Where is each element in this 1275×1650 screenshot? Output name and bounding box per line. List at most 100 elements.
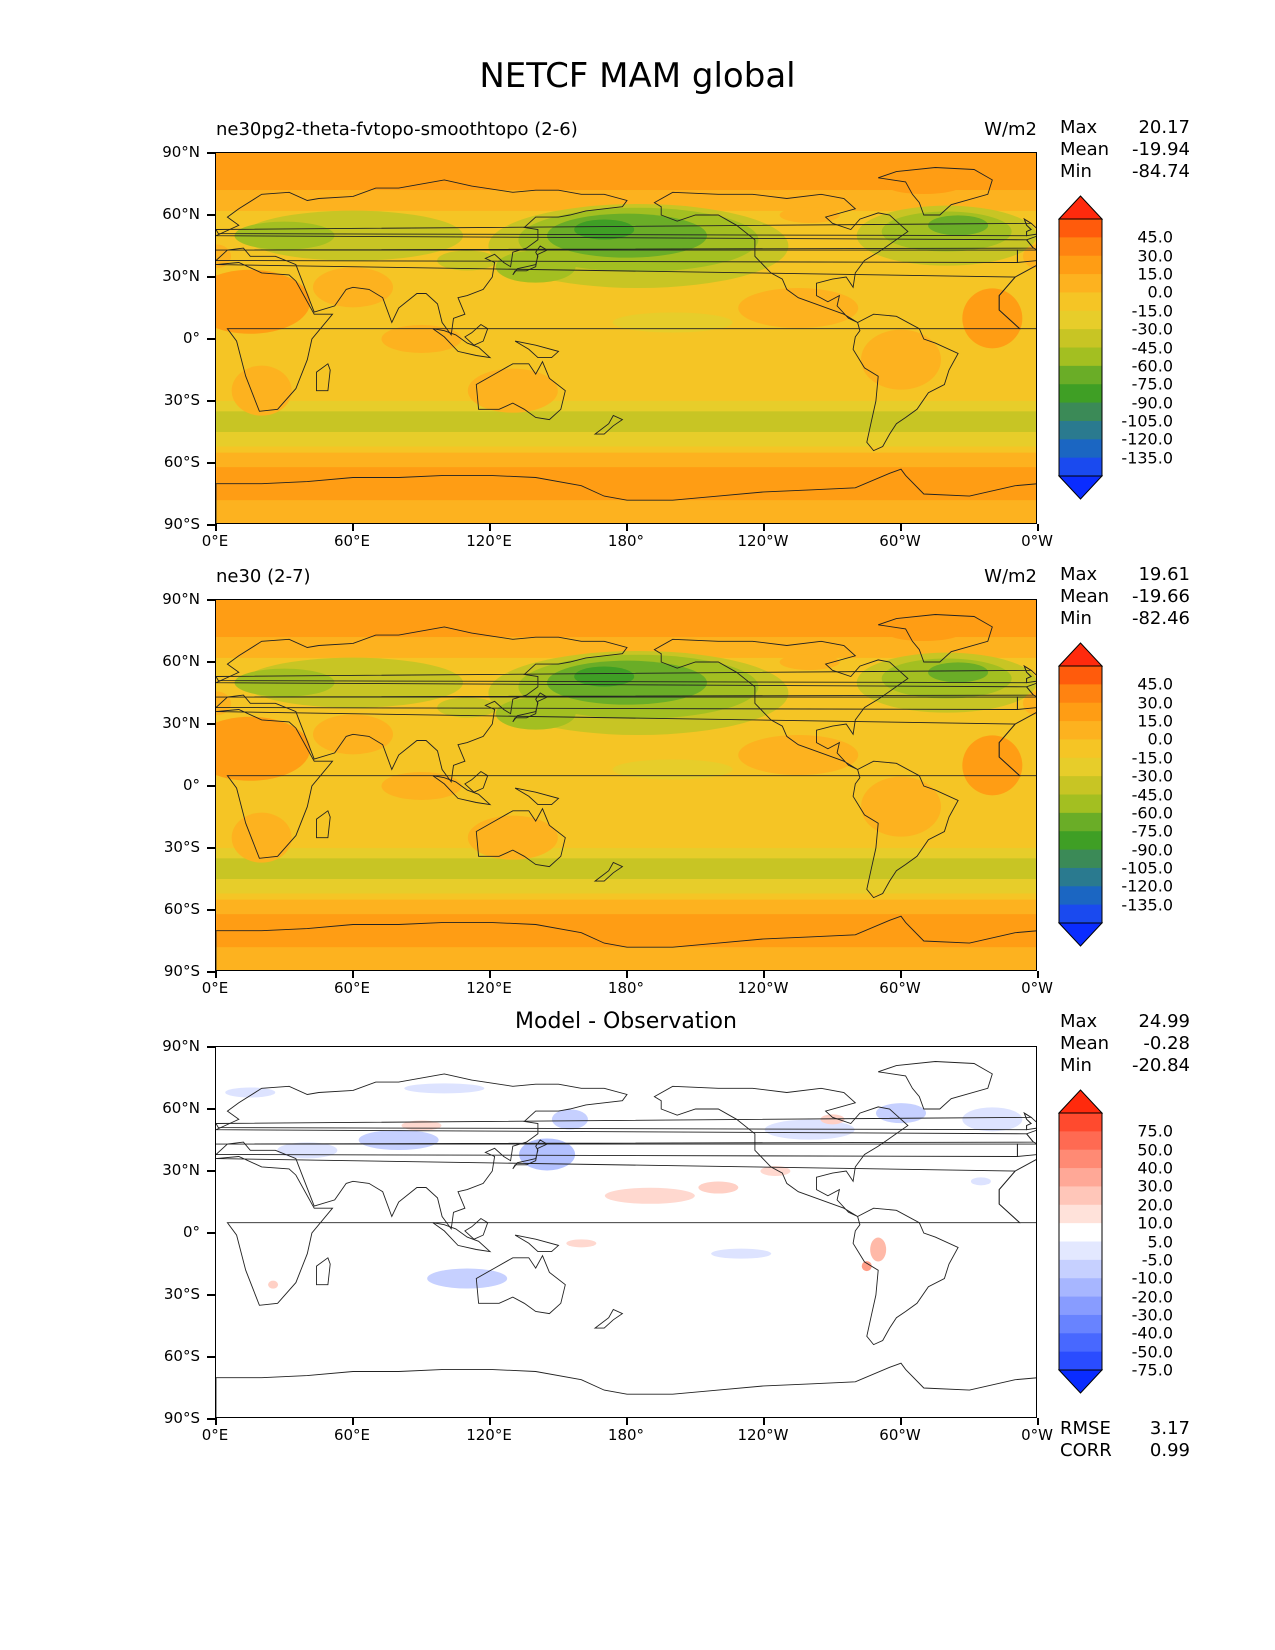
anomaly-region-4 [764,1119,855,1140]
colorbar-tick-label: -60.0 [1131,803,1173,823]
colorbar-extend-max [1057,642,1104,667]
coastline-antarctica [216,1362,1036,1417]
colorbar-extend-min [1057,922,1104,947]
stat-value: 3.17 [1149,1418,1190,1439]
lat-tick-label: 90°N [162,590,200,608]
south-africa-region [231,365,292,416]
stat-value: -19.94 [1131,139,1190,160]
coastline-antarctica [216,468,1036,523]
coastline-japan [512,692,549,723]
colorbar-segment [1059,776,1102,795]
north-pacific-storm-core [574,666,635,687]
coastline-africa [216,1156,1021,1306]
colorbar-tick-label: 75.0 [1137,1121,1173,1141]
coastline-newguinea [514,1234,560,1253]
coastline-newguinea [514,787,560,806]
anomaly-region-15 [861,1261,872,1272]
stat-row: Mean -19.94 [1060,139,1190,161]
lon-tick [215,971,217,978]
stat-value: 24.99 [1138,1011,1190,1032]
colorbar-tick-label: -45.0 [1131,785,1173,804]
anomaly-region-18 [566,1239,597,1248]
lon-tick-label: 60°W [879,979,921,997]
colorbar-tick-label: -135.0 [1121,895,1173,915]
lon-tick-label: 120°W [737,1426,789,1444]
colorbar-segment [1059,219,1102,238]
stat-row: Max 19.61 [1060,564,1190,586]
coastline-africa [216,709,1021,859]
colorbar-extend-max [1057,195,1104,220]
colorbar-segment [1059,1314,1102,1334]
lon-tick [1037,971,1039,978]
lon-tick [215,524,217,531]
colorbar-labels: 45.0 30.0 15.0 0.0 -15.0 -30.0 -45.0 -60.0 -75.0… [1103,642,1173,947]
lat-tick [207,661,215,663]
lon-tick [489,971,491,978]
lon-tick-label: 60°W [879,532,921,550]
coastline-eurasia [216,1073,1035,1231]
colorbar-segment [1059,1259,1102,1279]
colorbar-labels: 45.0 30.0 15.0 0.0 -15.0 -30.0 -45.0 -60.0 -75.0… [1103,195,1173,500]
coastline-eurasia [216,179,1035,337]
lon-tick [626,524,628,531]
colorbar-tick-label: -40.0 [1131,1323,1173,1343]
stat-value: -84.74 [1131,161,1190,182]
anomaly-region-1 [277,1142,338,1159]
lon-tick-label: 180° [607,1426,645,1444]
stat-value: -0.28 [1143,1033,1190,1054]
colorbar-labels: 75.0 50.0 40.0 30.0 20.0 10.0 5.0 -5.0 -10.0 -20.… [1103,1089,1173,1394]
colorbar-segment [1059,255,1102,275]
stat-label: Min [1060,161,1092,182]
panel-stats: Max 24.99 Mean -0.28 Min -20.84 [1060,1011,1190,1077]
colorbar-outline [1058,665,1103,924]
lat-tick [207,847,215,849]
lon-tick [489,1418,491,1425]
itcz-region [612,759,733,780]
lon-tick-label: 120°W [737,532,789,550]
anomaly-region-8 [404,1083,485,1094]
stat-row: Mean -19.66 [1060,586,1190,608]
coastline-uk-wrap [1023,665,1036,684]
colorbar-segment [1059,812,1102,832]
colorbar-tick-label: -90.0 [1131,840,1173,860]
anomaly-region-3 [551,1109,588,1130]
colorbar-segment [1059,1333,1102,1353]
lat-tick [207,723,215,725]
lon-tick-label: 120°E [466,979,512,997]
coastline-namerica [653,1085,909,1217]
lat-tick-label: 30°N [162,267,200,285]
stat-row: Max 24.99 [1060,1011,1190,1033]
coastline-samerica [852,313,959,452]
colorbar-segment [1059,757,1102,777]
colorbar-tick-label: -50.0 [1131,1342,1173,1362]
coastline-australia [475,360,566,421]
lat-tick-label: 90°S [163,962,200,980]
itcz-region [612,312,733,333]
lat-tick [207,338,215,340]
lat-tick [207,971,215,973]
colorbar-tick-label: -30.0 [1131,319,1173,339]
atlantic-tropical-region [962,735,1023,796]
coastline-australia [475,1254,566,1315]
colorbar-segment [1059,420,1102,440]
lon-tick-label: 0°W [1021,532,1053,550]
stat-label: Min [1060,608,1092,629]
colorbar-tick-label: 15.0 [1137,264,1173,284]
colorbar-segment [1059,831,1102,851]
coastline-australia [475,807,566,868]
lat-tick-label: 90°N [162,143,200,161]
stat-label: RMSE [1060,1418,1111,1439]
anomaly-region-12 [698,1181,739,1194]
lon-tick-label: 0°W [1021,979,1053,997]
coastline-eurasia [216,626,1035,784]
australia-region [467,368,558,413]
stat-label: Max [1060,117,1098,138]
colorbar-segment [1059,1149,1102,1169]
figure-title: NETCF MAM global [479,56,796,96]
coastline-samerica [852,760,959,899]
colorbar-segment [1059,702,1102,722]
stat-value: -82.46 [1131,608,1190,629]
colorbar-segment [1059,666,1102,685]
coastline-uk-wrap [1023,1112,1036,1131]
colorbar-segment [1059,310,1102,330]
